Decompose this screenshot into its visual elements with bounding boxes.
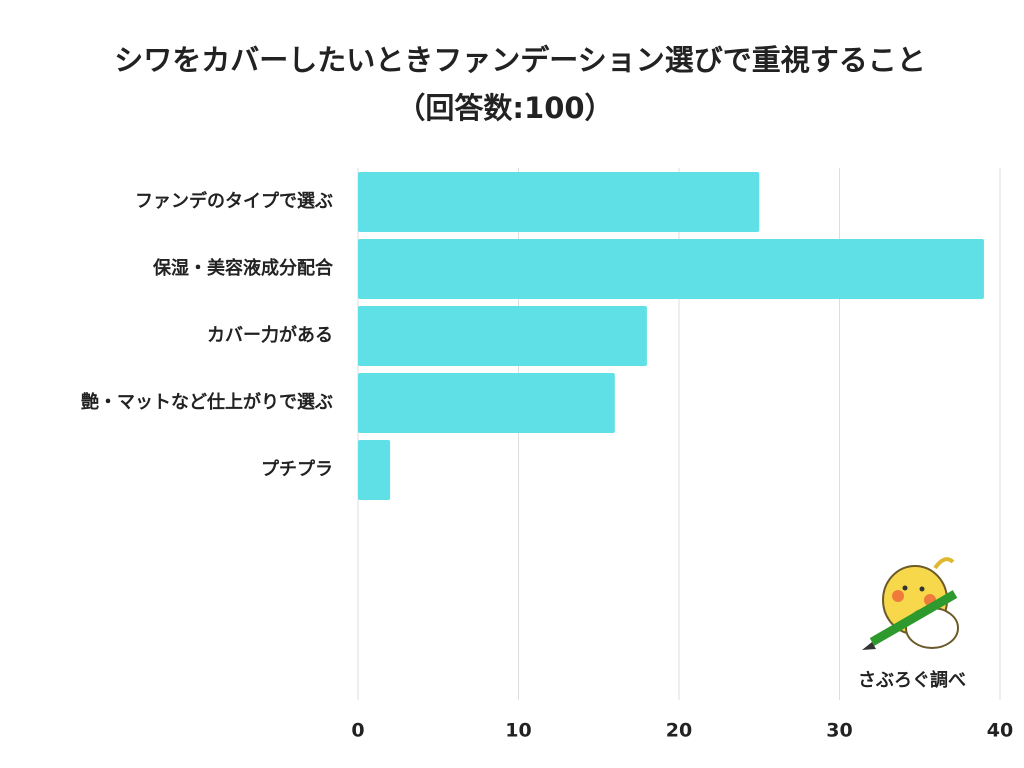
x-tick-label: 0	[351, 720, 364, 742]
y-tick-label: ファンデのタイプで選ぶ	[135, 190, 333, 212]
y-tick-label: カバー力がある	[207, 324, 333, 346]
plot-area: 0 10 20 30 40 ファンデのタイプで選ぶ保湿・美容液成分配合カバー力がある艶・マ…	[81, 168, 1013, 742]
chart-title: シワをカバーしたいときファンデーション選びで重視すること	[114, 43, 925, 77]
chart-subtitle: （回答数:100）	[396, 91, 613, 125]
mascot: さぶろぐ調べ	[858, 557, 966, 691]
bar	[358, 239, 984, 299]
y-tick-label: 保湿・美容液成分配合	[152, 257, 334, 279]
bar	[358, 440, 391, 500]
x-tick-label: 20	[666, 720, 692, 742]
x-tick-label: 40	[987, 720, 1013, 742]
y-tick-label: 艶・マットなど仕上がりで選ぶ	[81, 391, 333, 413]
y-tick-label: プチプラ	[261, 458, 333, 480]
bar	[358, 172, 760, 232]
x-tick-label: 30	[826, 720, 852, 742]
x-tick-label: 10	[505, 720, 531, 742]
bar	[358, 373, 615, 433]
bar	[358, 306, 647, 366]
source-label: さぶろぐ調べ	[858, 669, 966, 691]
